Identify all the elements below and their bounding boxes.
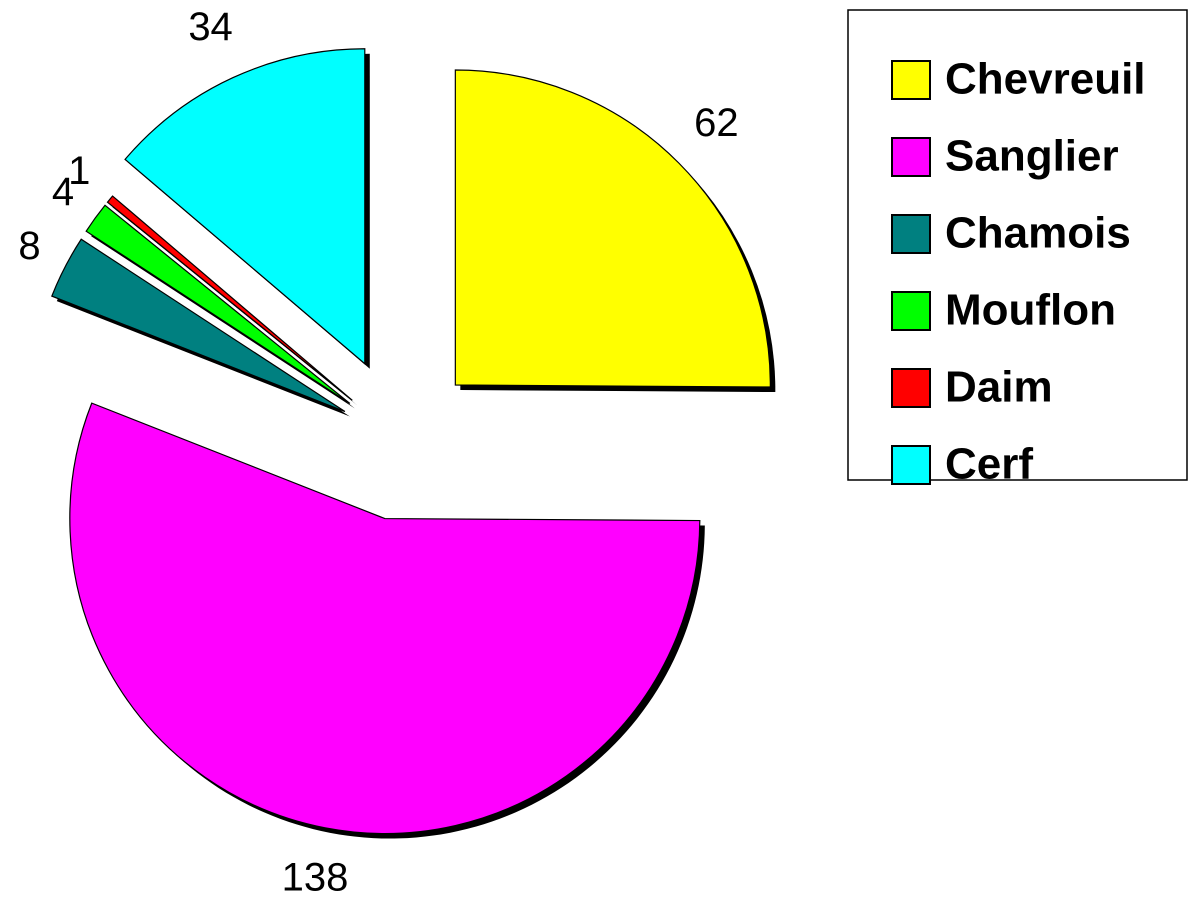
slice bbox=[106, 195, 353, 401]
legend-label: Sanglier bbox=[945, 132, 1119, 181]
data-label: 8 bbox=[18, 224, 40, 268]
data-label: 1 bbox=[68, 149, 90, 193]
data-label: 34 bbox=[188, 5, 233, 49]
slice bbox=[69, 402, 701, 835]
legend-label: Chevreuil bbox=[945, 55, 1146, 104]
legend-swatch bbox=[891, 214, 931, 254]
legend-swatch bbox=[891, 368, 931, 408]
slice bbox=[124, 48, 366, 366]
slice bbox=[454, 69, 771, 388]
data-label: 138 bbox=[282, 855, 349, 899]
slice bbox=[51, 238, 346, 413]
data-label: 4 bbox=[52, 170, 74, 214]
legend-swatch bbox=[891, 445, 931, 485]
legend-swatch bbox=[891, 60, 931, 100]
legend-label: Daim bbox=[945, 363, 1053, 412]
data-label: 62 bbox=[694, 101, 739, 145]
legend-label: Cerf bbox=[945, 440, 1033, 489]
slice bbox=[85, 204, 351, 404]
legend-swatch bbox=[891, 137, 931, 177]
legend-swatch bbox=[891, 291, 931, 331]
legend-label: Chamois bbox=[945, 209, 1131, 258]
legend-label: Mouflon bbox=[945, 286, 1116, 335]
